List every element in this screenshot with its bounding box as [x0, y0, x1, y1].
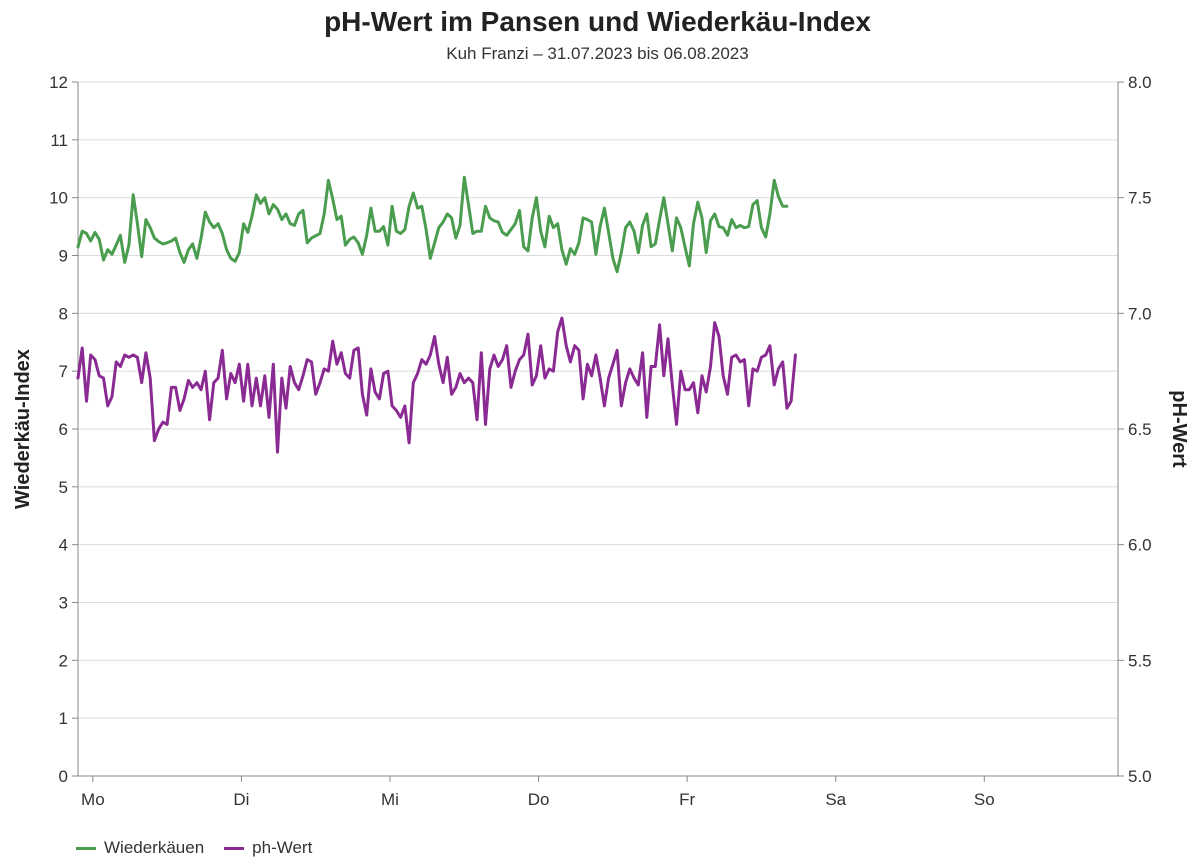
x-tick-label: Mo [81, 790, 105, 809]
y2-axis-title: pH-Wert [1168, 390, 1190, 468]
left-tick-label: 5 [59, 478, 68, 497]
right-tick-label: 6.0 [1128, 536, 1152, 555]
x-tick-label: So [974, 790, 995, 809]
legend: Wiederkäuen ph-Wert [76, 838, 312, 858]
left-tick-label: 0 [59, 767, 68, 786]
chart-title: pH-Wert im Pansen und Wiederkäu-Index [324, 6, 871, 37]
left-tick-label: 9 [59, 247, 68, 266]
x-axis-ticks: Mo Di Mi Do Fr Sa So [81, 776, 995, 809]
chart-subtitle: Kuh Franzi – 31.07.2023 bis 06.08.2023 [446, 44, 749, 63]
legend-label: ph-Wert [252, 838, 313, 857]
left-tick-label: 6 [59, 420, 68, 439]
right-tick-label: 8.0 [1128, 73, 1152, 92]
left-tick-label: 4 [59, 536, 68, 555]
series-layer [76, 175, 797, 454]
left-tick-label: 1 [59, 709, 68, 728]
left-tick-label: 7 [59, 362, 68, 381]
right-axis-ticks: 5.0 5.5 6.0 6.5 7.0 7.5 8.0 [1118, 73, 1152, 786]
left-tick-label: 3 [59, 594, 68, 613]
x-tick-label: Do [528, 790, 550, 809]
left-tick-label: 10 [49, 189, 68, 208]
right-tick-label: 6.5 [1128, 420, 1152, 439]
legend-label: Wiederkäuen [104, 838, 205, 857]
left-tick-label: 11 [50, 131, 68, 150]
legend-swatch [76, 846, 96, 850]
right-tick-label: 5.0 [1128, 767, 1152, 786]
series-line-ph-wert [76, 316, 797, 454]
left-tick-label: 2 [59, 651, 68, 670]
right-tick-label: 7.5 [1128, 189, 1152, 208]
x-tick-label: Di [233, 790, 249, 809]
gridlines [78, 81, 1118, 719]
right-tick-label: 7.0 [1128, 304, 1152, 323]
x-tick-label: Fr [679, 790, 695, 809]
legend-item[interactable]: Wiederkäuen [76, 838, 204, 858]
left-tick-label: 12 [49, 73, 68, 92]
x-tick-label: Sa [825, 790, 846, 809]
x-tick-label: Mi [381, 790, 399, 809]
legend-item[interactable]: ph-Wert [224, 838, 312, 858]
y-axis-title: Wiederkäu-Index [12, 349, 34, 509]
legend-swatch [224, 846, 245, 850]
left-tick-label: 8 [59, 304, 68, 323]
right-tick-label: 5.5 [1128, 651, 1152, 670]
series-line-wiederk-uen [76, 175, 789, 274]
